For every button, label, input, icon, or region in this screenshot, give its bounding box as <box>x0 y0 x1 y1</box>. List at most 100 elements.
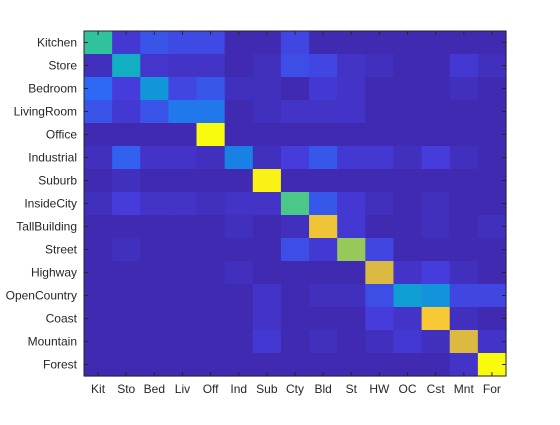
y-tick-label: Office <box>46 128 77 142</box>
heatmap-cell <box>168 284 198 308</box>
heatmap-cell <box>224 261 254 285</box>
heatmap-cell <box>393 330 423 354</box>
heatmap-cell <box>168 215 198 239</box>
heatmap-cell <box>365 123 395 147</box>
heatmap-cell <box>309 54 338 78</box>
heatmap-cell <box>477 215 507 239</box>
heatmap-cell <box>252 307 282 331</box>
heatmap-cell <box>365 353 395 377</box>
heatmap-cell <box>84 238 113 262</box>
x-tick-label: Sto <box>117 382 135 396</box>
heatmap-cell <box>84 192 113 216</box>
heatmap-cell <box>252 77 282 101</box>
heatmap-cell <box>365 54 395 78</box>
y-ticks: Kitchen Store Bedroom LivingRoom Office Indus… <box>6 36 506 372</box>
heatmap-cell <box>252 192 282 216</box>
heatmap-cell <box>84 123 113 147</box>
heatmap-cell <box>196 215 226 239</box>
heatmap-cell <box>421 330 451 354</box>
heatmap-cell <box>224 100 254 124</box>
heatmap-cell <box>112 31 141 55</box>
heatmap-cell <box>309 215 338 239</box>
y-tick-label: Coast <box>46 312 78 326</box>
heatmap-cell <box>84 31 113 55</box>
heatmap-cell <box>112 307 141 331</box>
x-tick-label: OC <box>399 382 417 396</box>
heatmap-cell <box>477 284 507 308</box>
x-tick-label: Bld <box>314 382 331 396</box>
heatmap-cell <box>365 330 395 354</box>
heatmap-cell <box>196 192 226 216</box>
heatmap-cell <box>309 77 338 101</box>
heatmap-cell <box>393 307 423 331</box>
heatmap-cell <box>224 54 254 78</box>
heatmap-cell <box>449 100 479 124</box>
heatmap-cell <box>280 307 310 331</box>
heatmap-cell <box>84 169 113 193</box>
heatmap-cell <box>112 261 141 285</box>
heatmap-cell <box>224 330 254 354</box>
heatmap-cell <box>337 284 366 308</box>
y-tick-label: Bedroom <box>28 82 77 96</box>
heatmap-cell <box>112 330 141 354</box>
heatmap-cell <box>84 261 113 285</box>
heatmap-cell <box>140 353 169 377</box>
heatmap-cell <box>365 100 395 124</box>
heatmap-cell <box>309 284 338 308</box>
heatmap-cell <box>112 215 141 239</box>
heatmap-cell <box>224 31 254 55</box>
heatmap-cell <box>449 31 479 55</box>
heatmap-cell <box>449 353 479 377</box>
heatmap-cell <box>168 192 198 216</box>
heatmap-cell <box>196 307 226 331</box>
heatmap-cell <box>365 307 395 331</box>
heatmap-cell <box>393 169 423 193</box>
heatmap-cell <box>421 307 451 331</box>
x-tick-label: HW <box>369 382 390 396</box>
heatmap-cell <box>477 31 507 55</box>
heatmap-cell <box>393 100 423 124</box>
heatmap-cell <box>224 77 254 101</box>
heatmap-cell <box>449 54 479 78</box>
heatmap-cell <box>140 284 169 308</box>
heatmap-cell <box>140 307 169 331</box>
heatmap-cell <box>365 77 395 101</box>
heatmap-cell <box>224 169 254 193</box>
heatmap-cell <box>196 330 226 354</box>
heatmap-cell <box>309 307 338 331</box>
heatmap-cell <box>393 54 423 78</box>
heatmap-cell <box>196 77 226 101</box>
heatmap-cell <box>252 146 282 170</box>
heatmap-cell <box>168 261 198 285</box>
heatmap-cell <box>449 261 479 285</box>
heatmap-cell <box>140 123 169 147</box>
heatmap-cell <box>309 146 338 170</box>
heatmap-cell <box>337 100 366 124</box>
y-tick-label: Kitchen <box>37 36 77 50</box>
heatmap-cell <box>280 31 310 55</box>
heatmap-cell <box>112 123 141 147</box>
y-tick-label: Highway <box>31 266 77 280</box>
heatmap-cell <box>196 100 226 124</box>
heatmap-cell <box>252 284 282 308</box>
x-tick-label: Off <box>203 382 219 396</box>
heatmap-cell <box>196 353 226 377</box>
heatmap-cell <box>477 54 507 78</box>
heatmap-cell <box>140 169 169 193</box>
heatmap-cell <box>337 353 366 377</box>
x-tick-label: Bed <box>144 382 165 396</box>
heatmap-cell <box>421 169 451 193</box>
heatmap-cell <box>477 169 507 193</box>
heatmap-cell <box>393 192 423 216</box>
heatmap-cell <box>224 284 254 308</box>
heatmap-cell <box>252 123 282 147</box>
heatmap-cell <box>196 31 226 55</box>
heatmap-cell <box>168 123 198 147</box>
heatmap-cell <box>140 215 169 239</box>
heatmap-cell <box>140 100 169 124</box>
heatmap-cell <box>337 31 366 55</box>
heatmap-cell <box>112 54 141 78</box>
heatmap-cell <box>140 330 169 354</box>
heatmap-cell <box>477 261 507 285</box>
heatmap-cell <box>224 123 254 147</box>
